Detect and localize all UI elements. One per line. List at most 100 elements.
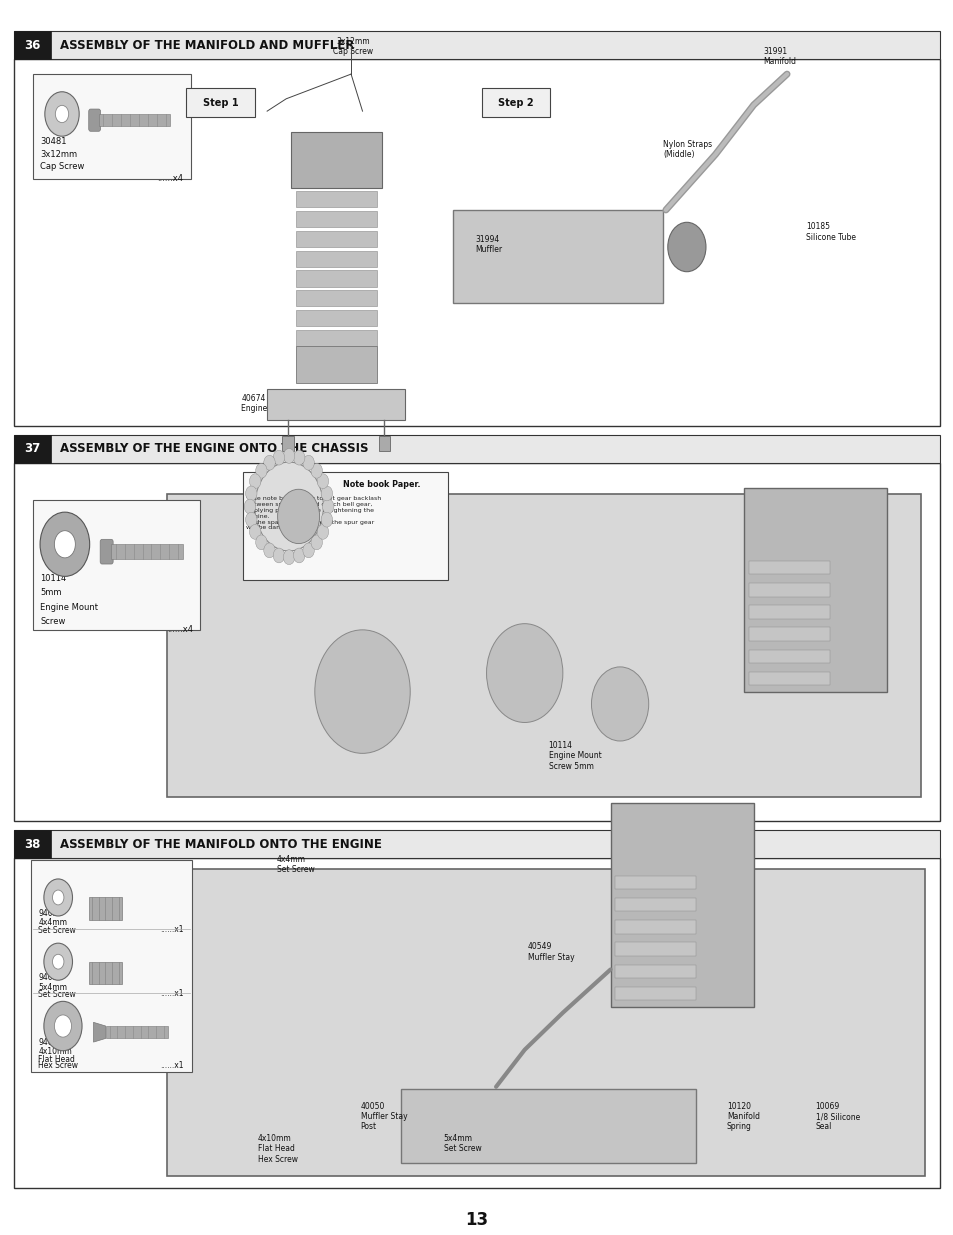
- Text: ......x1: ......x1: [160, 925, 184, 934]
- Text: 40050
Muffler Stay
Post: 40050 Muffler Stay Post: [360, 1102, 407, 1131]
- Circle shape: [255, 535, 267, 550]
- Circle shape: [314, 630, 410, 753]
- Circle shape: [283, 448, 294, 463]
- Text: ......x1: ......x1: [160, 1061, 184, 1070]
- Text: Cap Screw: Cap Screw: [40, 162, 85, 172]
- Bar: [615, 987, 696, 1000]
- Bar: [14, 830, 939, 858]
- Text: 40674
Engine Mount: 40674 Engine Mount: [241, 394, 294, 414]
- Text: 13: 13: [465, 1212, 488, 1229]
- Bar: [748, 627, 829, 641]
- Bar: [291, 132, 381, 188]
- Circle shape: [249, 474, 260, 489]
- Bar: [295, 290, 376, 306]
- Text: *Use note book paper to set gear backlash
between spur gear and clutch bell gear: *Use note book paper to set gear backlas…: [246, 496, 381, 531]
- Bar: [14, 59, 939, 426]
- Text: ......x4: ......x4: [167, 625, 193, 634]
- Bar: [14, 435, 939, 463]
- Text: 10069
1/8 Silicone
Seal: 10069 1/8 Silicone Seal: [815, 1102, 859, 1131]
- Bar: [748, 583, 829, 597]
- Text: 5x4mm: 5x4mm: [38, 983, 67, 992]
- Polygon shape: [93, 1023, 106, 1042]
- Bar: [615, 942, 696, 956]
- Text: Set Screw: Set Screw: [38, 990, 76, 999]
- Text: 3x12mm: 3x12mm: [40, 149, 77, 158]
- Circle shape: [273, 548, 284, 563]
- Circle shape: [294, 548, 305, 563]
- Circle shape: [254, 462, 323, 551]
- Text: 10120
Manifold
Spring: 10120 Manifold Spring: [726, 1102, 760, 1131]
- Bar: [295, 346, 376, 383]
- Bar: [14, 435, 51, 463]
- Circle shape: [245, 487, 256, 501]
- Bar: [615, 965, 696, 978]
- Bar: [112, 545, 183, 559]
- Bar: [106, 1026, 168, 1039]
- Circle shape: [486, 624, 562, 722]
- Circle shape: [52, 955, 64, 969]
- Bar: [295, 211, 376, 227]
- Text: ASSEMBLY OF THE MANIFOLD ONTO THE ENGINE: ASSEMBLY OF THE MANIFOLD ONTO THE ENGINE: [60, 837, 381, 851]
- Text: Hex Screw: Hex Screw: [38, 1061, 78, 1070]
- Text: 38: 38: [24, 837, 41, 851]
- Bar: [98, 114, 170, 126]
- Bar: [186, 88, 254, 117]
- Bar: [748, 672, 829, 685]
- Bar: [14, 858, 939, 1188]
- Text: ASSEMBLY OF THE ENGINE ONTO THE CHASSIS: ASSEMBLY OF THE ENGINE ONTO THE CHASSIS: [60, 442, 368, 456]
- Text: 36: 36: [24, 38, 41, 52]
- Bar: [610, 803, 753, 1007]
- Bar: [743, 488, 886, 692]
- Text: 40549
Muffler Stay: 40549 Muffler Stay: [527, 942, 574, 962]
- Bar: [89, 898, 122, 920]
- Text: 4x4mm: 4x4mm: [38, 919, 67, 927]
- Text: 94034: 94034: [38, 909, 63, 918]
- Circle shape: [54, 1015, 71, 1037]
- Text: Nylon Straps
(Middle): Nylon Straps (Middle): [662, 140, 711, 159]
- Bar: [748, 605, 829, 619]
- Text: Step 2: Step 2: [497, 98, 534, 107]
- Bar: [14, 463, 939, 821]
- Circle shape: [667, 222, 705, 272]
- Text: Screw: Screw: [40, 618, 66, 626]
- Circle shape: [54, 531, 75, 558]
- Circle shape: [321, 513, 333, 527]
- Circle shape: [44, 879, 72, 916]
- Bar: [295, 310, 376, 326]
- Text: 4x10mm
Flat Head
Hex Screw: 4x10mm Flat Head Hex Screw: [257, 1134, 297, 1163]
- Bar: [295, 231, 376, 247]
- Bar: [33, 74, 191, 179]
- Circle shape: [322, 499, 334, 514]
- Bar: [267, 389, 405, 420]
- Text: 94036: 94036: [38, 973, 63, 982]
- Bar: [89, 962, 122, 984]
- Text: 5x4mm
Set Screw: 5x4mm Set Screw: [443, 1134, 481, 1153]
- FancyBboxPatch shape: [100, 540, 113, 564]
- Bar: [167, 494, 920, 797]
- Circle shape: [591, 667, 648, 741]
- Circle shape: [317, 525, 329, 540]
- Text: 4x10mm: 4x10mm: [38, 1046, 71, 1056]
- Text: 30481: 30481: [40, 137, 67, 146]
- Circle shape: [52, 890, 64, 905]
- Circle shape: [40, 513, 90, 577]
- Circle shape: [263, 543, 274, 558]
- Circle shape: [44, 944, 72, 981]
- Circle shape: [317, 474, 329, 489]
- Bar: [243, 472, 448, 580]
- Bar: [167, 869, 924, 1176]
- Circle shape: [283, 550, 294, 564]
- Text: 31991
Manifold: 31991 Manifold: [762, 47, 796, 67]
- Bar: [295, 251, 376, 267]
- Text: Engine Mount: Engine Mount: [40, 603, 98, 611]
- Circle shape: [255, 463, 267, 478]
- Text: ......x4: ......x4: [157, 174, 183, 183]
- Bar: [481, 88, 550, 117]
- Text: Set Screw: Set Screw: [38, 926, 76, 935]
- Bar: [615, 876, 696, 889]
- Text: 10114
Engine Mount
Screw 5mm: 10114 Engine Mount Screw 5mm: [548, 741, 600, 771]
- Bar: [14, 31, 939, 59]
- Bar: [400, 1089, 696, 1163]
- Text: 4x4mm
Set Screw: 4x4mm Set Screw: [276, 855, 314, 874]
- Circle shape: [294, 451, 305, 466]
